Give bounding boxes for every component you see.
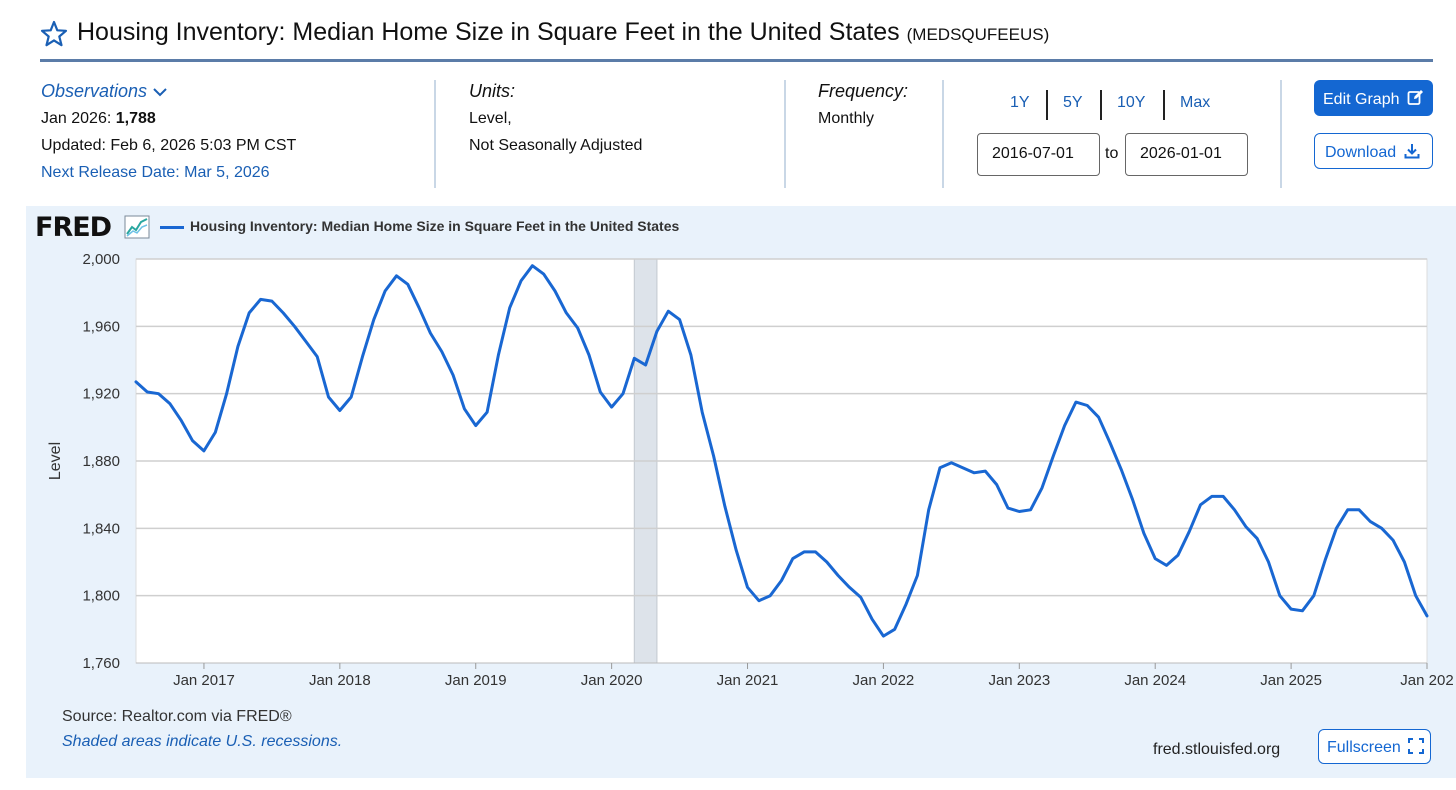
observations-heading: Observations [41, 81, 148, 101]
y-tick-label: 1,760 [82, 655, 120, 672]
range-10y-button[interactable]: 10Y [1117, 94, 1146, 111]
start-date-input[interactable]: 2016-07-01 [977, 133, 1100, 176]
observations-toggle[interactable]: Observations [41, 78, 296, 105]
units-line2: Not Seasonally Adjusted [469, 137, 643, 154]
end-date-input[interactable]: 2026-01-01 [1125, 133, 1248, 176]
legend-swatch [160, 226, 184, 229]
range-1y-button[interactable]: 1Y [1010, 94, 1030, 111]
divider [942, 80, 944, 188]
latest-label: Jan 2026: [41, 110, 112, 127]
frequency-heading: Frequency: [818, 81, 909, 101]
recession-note: Shaded areas indicate U.S. recessions. [62, 733, 343, 750]
x-tick-label: Jan 2023 [988, 672, 1050, 689]
divider [784, 80, 786, 188]
series-title: Housing Inventory: Median Home Size in S… [77, 18, 900, 46]
edit-icon [1407, 90, 1423, 105]
x-tick-label: Jan 202 [1400, 672, 1453, 689]
x-tick-label: Jan 2018 [309, 672, 371, 689]
x-tick-label: Jan 2024 [1124, 672, 1186, 689]
x-tick-label: Jan 2022 [853, 672, 915, 689]
x-tick-label: Jan 2020 [581, 672, 643, 689]
range-5y-button[interactable]: 5Y [1063, 94, 1083, 111]
x-tick-label: Jan 2025 [1260, 672, 1322, 689]
x-tick-label: Jan 2017 [173, 672, 235, 689]
fullscreen-button[interactable]: Fullscreen [1318, 729, 1431, 764]
legend-entry: Housing Inventory: Median Home Size in S… [190, 218, 680, 234]
y-tick-label: 1,920 [82, 386, 120, 403]
range-divider [1163, 90, 1165, 120]
x-tick-label: Jan 2021 [717, 672, 779, 689]
page-title: Housing Inventory: Median Home Size in S… [77, 18, 1049, 47]
range-divider [1100, 90, 1102, 120]
y-tick-label: 1,800 [82, 588, 120, 605]
latest-value: 1,788 [115, 110, 156, 127]
star-outline-icon[interactable] [40, 20, 68, 48]
y-tick-label: 1,960 [82, 318, 120, 335]
fred-url[interactable]: fred.stlouisfed.org [1153, 741, 1281, 758]
units-heading: Units: [469, 81, 516, 101]
date-to-label: to [1105, 145, 1119, 162]
series-code: (MEDSQUFEEUS) [906, 25, 1050, 44]
source-note: Source: Realtor.com via FRED® [62, 708, 292, 725]
updated-text: Updated: Feb 6, 2026 5:03 PM CST [41, 137, 297, 154]
x-tick-label: Jan 2019 [445, 672, 507, 689]
download-label: Download [1325, 144, 1397, 161]
units-line1: Level, [469, 110, 512, 127]
series-line [134, 264, 1429, 638]
range-divider [1046, 90, 1048, 120]
frequency-panel: Frequency: Monthly [818, 78, 908, 132]
units-panel: Units: Level, Not Seasonally Adjusted [469, 78, 642, 159]
download-icon [1404, 144, 1420, 159]
divider [1280, 80, 1282, 188]
divider [434, 80, 436, 188]
y-tick-label: 2,000 [82, 251, 120, 268]
frequency-value: Monthly [818, 110, 875, 127]
download-button[interactable]: Download [1314, 133, 1433, 169]
title-bar: Housing Inventory: Median Home Size in S… [40, 16, 1433, 62]
next-release-link[interactable]: Next Release Date: Mar 5, 2026 [41, 164, 270, 181]
observations-panel: Observations Jan 2026: 1,788 Updated: Fe… [41, 78, 296, 186]
y-axis-label: Level [47, 442, 64, 480]
fred-logo: FRED [35, 212, 112, 243]
fred-graph-icon [124, 215, 150, 239]
edit-graph-button[interactable]: Edit Graph [1314, 80, 1433, 116]
y-tick-label: 1,880 [82, 453, 120, 470]
range-max-button[interactable]: Max [1180, 94, 1211, 111]
edit-graph-label: Edit Graph [1323, 91, 1400, 108]
latest-observation: Jan 2026: 1,788 [41, 105, 296, 132]
fullscreen-label: Fullscreen [1327, 739, 1401, 756]
y-tick-label: 1,840 [82, 520, 120, 537]
chevron-down-icon [153, 87, 167, 96]
fullscreen-icon [1408, 738, 1425, 754]
